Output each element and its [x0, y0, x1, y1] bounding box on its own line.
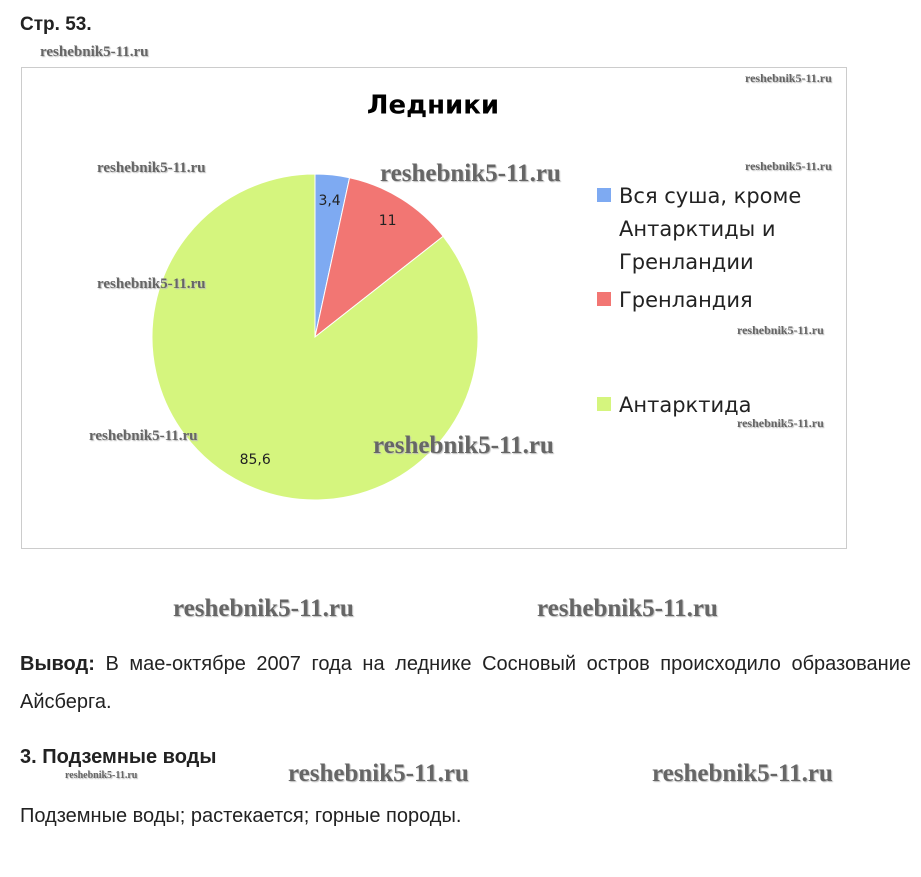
watermark: reshebnik5-11.ru — [537, 595, 718, 622]
conclusion: Вывод: В мае-октябре 2007 года на ледник… — [20, 645, 911, 721]
watermark: reshebnik5-11.ru — [40, 44, 149, 60]
watermark: reshebnik5-11.ru — [97, 160, 206, 176]
watermark: reshebnik5-11.ru — [373, 432, 554, 459]
legend-swatch — [597, 188, 611, 202]
conclusion-label: Вывод: — [20, 653, 95, 675]
watermark: reshebnik5-11.ru — [745, 159, 832, 173]
legend-label: Гренландия — [619, 288, 753, 312]
pie-slice — [151, 173, 479, 501]
watermark: reshebnik5-11.ru — [97, 276, 206, 292]
data-label: 11 — [379, 213, 397, 229]
watermark: reshebnik5-11.ru — [652, 760, 833, 787]
watermark: reshebnik5-11.ru — [173, 595, 354, 622]
watermark: reshebnik5-11.ru — [65, 770, 138, 781]
pie-slice — [314, 177, 444, 339]
legend-label: Вся суша, кроме Антарктиды и Гренландии — [619, 184, 802, 274]
watermark: reshebnik5-11.ru — [745, 71, 832, 85]
watermark: reshebnik5-11.ru — [89, 428, 198, 444]
data-label: 85,6 — [240, 452, 271, 468]
watermark: reshebnik5-11.ru — [737, 323, 824, 337]
legend-label: Антарктида — [619, 393, 752, 417]
conclusion-text: В мае-октябре 2007 года на леднике Сосно… — [20, 653, 911, 713]
data-label: 3,4 — [318, 193, 340, 209]
watermark: reshebnik5-11.ru — [380, 160, 561, 187]
section-title: 3. Подземные воды — [20, 746, 217, 768]
watermark: reshebnik5-11.ru — [737, 416, 824, 430]
page-title: Стр. 53. — [20, 14, 92, 35]
watermark: reshebnik5-11.ru — [288, 760, 469, 787]
legend-swatch — [597, 397, 611, 411]
legend-swatch — [597, 292, 611, 306]
section-text: Подземные воды; растекается; горные поро… — [20, 805, 462, 827]
chart-title: Ледники — [367, 91, 499, 121]
